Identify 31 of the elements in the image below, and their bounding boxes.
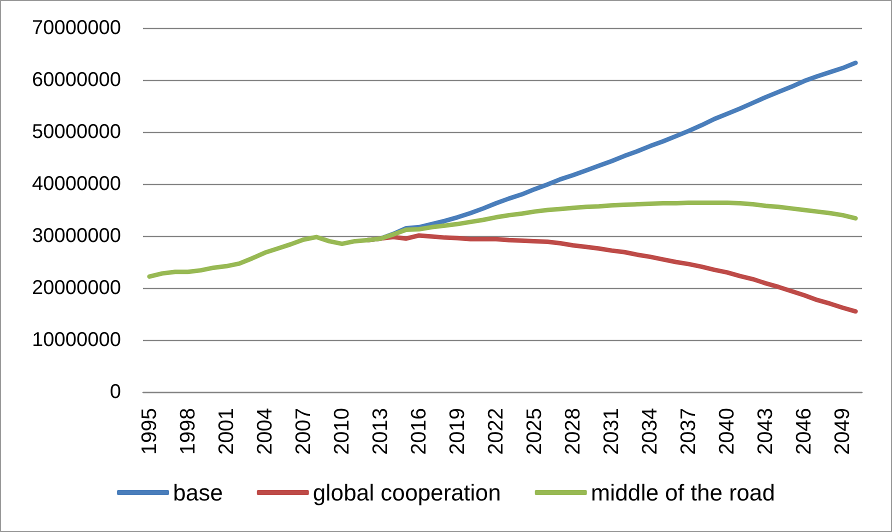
x-tick-label: 2019 xyxy=(446,408,470,455)
y-tick-label: 0 xyxy=(110,381,121,403)
x-tick-label: 2010 xyxy=(330,408,354,455)
y-tick-label: 10000000 xyxy=(32,329,121,351)
x-tick-label: 2043 xyxy=(754,408,778,455)
x-tick-label: 2034 xyxy=(638,408,662,455)
x-tick-label: 2001 xyxy=(214,408,238,455)
x-tick-label: 2046 xyxy=(792,408,816,455)
y-tick-label: 40000000 xyxy=(32,173,121,195)
y-tick-label: 20000000 xyxy=(32,277,121,299)
x-tick-label: 2031 xyxy=(600,408,624,455)
x-tick-label: 2016 xyxy=(408,408,431,455)
y-tick-label: 60000000 xyxy=(32,69,121,91)
y-tick-label: 30000000 xyxy=(32,225,121,247)
x-tick-label: 1998 xyxy=(176,408,200,455)
x-tick-label: 2022 xyxy=(484,408,508,455)
x-tick-label: 2004 xyxy=(253,408,276,455)
x-tick-label: 2013 xyxy=(369,408,392,455)
x-tick-label: 2040 xyxy=(716,408,739,455)
legend-label: global cooperation xyxy=(312,480,501,506)
legend-label: middle of the road xyxy=(590,480,775,506)
x-tick-label: 2025 xyxy=(523,408,546,455)
legend-label: base xyxy=(173,480,223,506)
x-tick-label: 2007 xyxy=(292,408,315,455)
y-tick-label: 50000000 xyxy=(32,121,121,143)
x-tick-label: 1995 xyxy=(138,408,161,455)
x-tick-label: 2037 xyxy=(677,408,700,455)
y-tick-label: 70000000 xyxy=(32,17,121,39)
x-tick-label: 2049 xyxy=(831,408,854,455)
x-tick-label: 2028 xyxy=(562,408,585,455)
line-series xyxy=(147,200,858,279)
